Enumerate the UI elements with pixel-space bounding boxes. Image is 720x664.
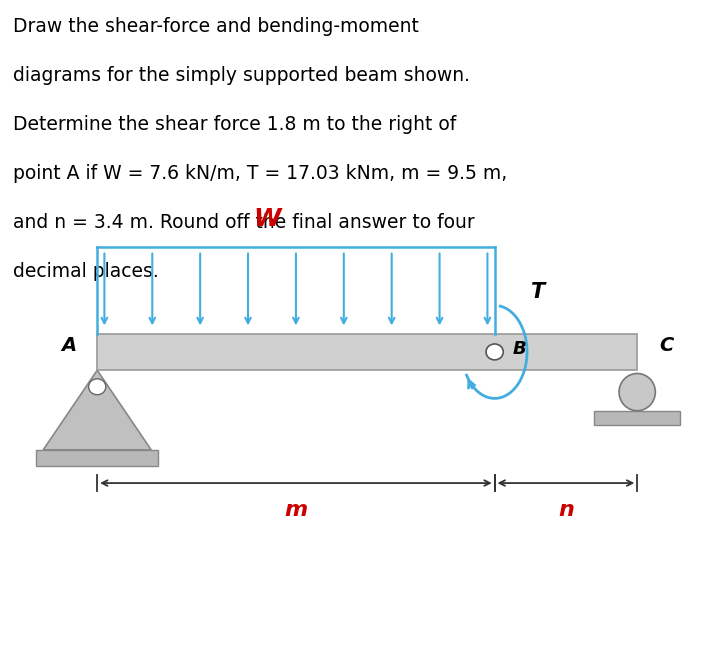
Bar bbox=[594, 410, 680, 426]
Circle shape bbox=[486, 344, 503, 360]
FancyBboxPatch shape bbox=[97, 333, 637, 371]
Text: Draw the shear-force and bending-moment: Draw the shear-force and bending-moment bbox=[13, 17, 419, 36]
Polygon shape bbox=[43, 371, 151, 450]
Text: point A if W = 7.6 kN/m, T = 17.03 kNm, m = 9.5 m,: point A if W = 7.6 kN/m, T = 17.03 kNm, … bbox=[13, 164, 507, 183]
Text: C: C bbox=[659, 336, 673, 355]
Ellipse shape bbox=[619, 373, 655, 410]
Text: T: T bbox=[531, 282, 545, 302]
Text: n: n bbox=[558, 499, 574, 520]
Text: Determine the shear force 1.8 m to the right of: Determine the shear force 1.8 m to the r… bbox=[13, 115, 456, 134]
Text: B: B bbox=[513, 339, 526, 358]
Text: diagrams for the simply supported beam shown.: diagrams for the simply supported beam s… bbox=[13, 66, 470, 85]
Text: m: m bbox=[284, 499, 307, 520]
Text: A: A bbox=[60, 336, 76, 355]
Text: and n = 3.4 m. Round off the final answer to four: and n = 3.4 m. Round off the final answe… bbox=[13, 213, 474, 232]
Text: decimal places.: decimal places. bbox=[13, 262, 158, 282]
Text: W: W bbox=[253, 207, 281, 232]
Bar bbox=[36, 450, 158, 466]
Circle shape bbox=[89, 378, 106, 394]
